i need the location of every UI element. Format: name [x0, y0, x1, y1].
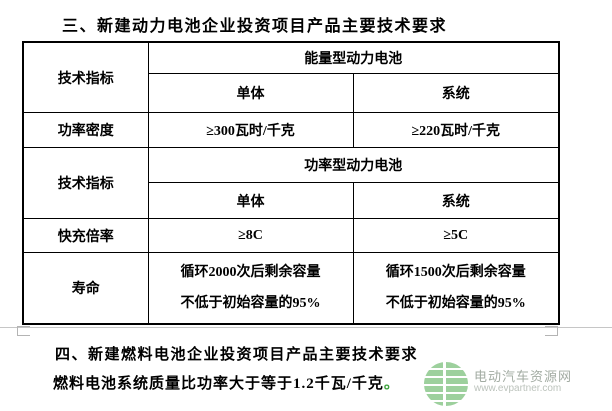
fast-charge-label: 快充倍率 — [22, 218, 149, 253]
cell-column-header-2: 单体 — [147, 182, 354, 219]
life-cell-line1: 循环2000次后剩余容量 — [180, 265, 321, 280]
section4-title: 四、新建燃料电池企业投资项目产品主要技术要求 — [55, 347, 419, 363]
table-row: 技术指标 能量型动力电池 — [22, 41, 560, 113]
power-density-cell-value: ≥300瓦时/千克 — [147, 112, 354, 148]
table-row: 单体 系统 — [23, 182, 560, 219]
indicator-header-cell-1: 技术指标 — [22, 41, 149, 113]
watermark-site-name: 电动汽车资源网 — [474, 369, 573, 384]
boundary-handle-right — [545, 326, 558, 336]
system-column-header-2: 系统 — [352, 182, 560, 219]
section4-period: 。 — [383, 376, 400, 392]
power-density-label: 功率密度 — [22, 112, 149, 148]
section-boundary-line — [0, 327, 612, 328]
watermark-site-url: www.evpartner.com — [474, 383, 562, 394]
power-density-system-value: ≥220瓦时/千克 — [352, 112, 560, 148]
life-cell-line2: 不低于初始容量的95% — [180, 296, 321, 311]
fast-charge-system-value: ≥5C — [352, 218, 560, 253]
table-row: 快充倍率 ≥8C ≥5C — [22, 218, 560, 253]
life-system-line2: 不低于初始容量的95% — [385, 296, 526, 311]
life-cell-value: 循环2000次后剩余容量 不低于初始容量的95% — [147, 252, 354, 325]
indicator-header-cell-2: 技术指标 — [22, 147, 149, 219]
section4-body-line: 燃料电池系统质量比功率大于等于1.2千瓦/千克。 — [53, 372, 400, 393]
section3-title: 三、新建动力电池企业投资项目产品主要技术要求 — [62, 18, 448, 35]
table-row: 功率密度 ≥300瓦时/千克 ≥220瓦时/千克 — [22, 112, 560, 148]
fast-charge-cell-value: ≥8C — [147, 218, 354, 253]
life-system-line1: 循环1500次后剩余容量 — [385, 265, 526, 280]
table-row: 技术指标 功率型动力电池 — [22, 147, 560, 219]
power-type-header-cell: 功率型动力电池 — [147, 147, 560, 183]
energy-type-header-cell: 能量型动力电池 — [147, 41, 560, 74]
boundary-handle-left — [17, 326, 30, 336]
section4-body-text: 燃料电池系统质量比功率大于等于1.2千瓦/千克 — [53, 376, 384, 392]
system-column-header-1: 系统 — [352, 73, 560, 113]
table-row: 寿命 循环2000次后剩余容量 不低于初始容量的95% 循环1500次后剩余容量… — [22, 252, 560, 325]
tech-requirements-table: 技术指标 能量型动力电池 单体 系统 功率密度 ≥300瓦时/千克 ≥220瓦时… — [22, 41, 560, 325]
life-label: 寿命 — [22, 252, 149, 325]
life-system-value: 循环1500次后剩余容量 不低于初始容量的95% — [352, 252, 560, 325]
cell-column-header-1: 单体 — [147, 73, 354, 113]
table-row: 单体 系统 — [23, 73, 560, 113]
evpartner-logo-icon — [424, 362, 468, 406]
